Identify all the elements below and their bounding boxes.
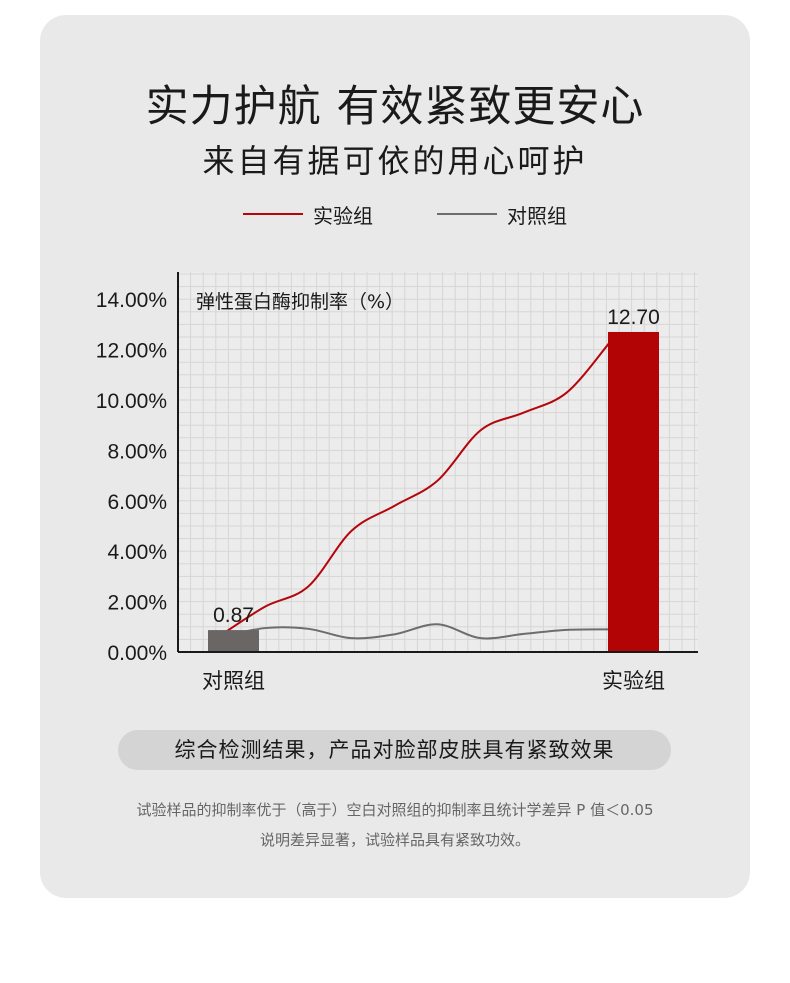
chart-curves (221, 341, 611, 640)
footnote-line-2: 说明差异显著，试验样品具有紧致功效。 (259, 831, 530, 849)
legend-item-control: 对照组 (437, 200, 567, 228)
y-tick-label: 4.00% (107, 541, 167, 564)
y-tick-label: 6.00% (107, 491, 167, 514)
value-label-control: 0.87 (213, 604, 254, 627)
category-label-experiment: 实验组 (602, 669, 665, 693)
footnote-line-1: 试验样品的抑制率优于（高于）空白对照组的抑制率且统计学差异 P 值＜0.05 (136, 801, 654, 819)
page-subtitle: 来自有据可依的用心呵护 (202, 142, 588, 180)
legend-line-experiment (243, 213, 303, 215)
chart-title: 弹性蛋白酶抑制率（%） (196, 291, 404, 313)
chart-labels: 0.87 对照组 12.70 实验组 0.00% 2.00% 4.00% 6.00% 8.00%… (96, 289, 665, 693)
legend-label-experiment: 实验组 (313, 203, 373, 228)
legend-item-experiment: 实验组 (243, 200, 373, 228)
legend-line-control (437, 213, 497, 215)
bar-control (208, 630, 259, 652)
legend-label-control: 对照组 (507, 203, 567, 228)
y-tick-label: 8.00% (107, 440, 167, 463)
y-tick-label: 0.00% (107, 642, 167, 665)
page-title: 实力护航 有效紧致更安心 (145, 82, 645, 132)
chart-bars (208, 331, 659, 652)
curve-experiment (221, 341, 611, 636)
y-tick-label: 14.00% (96, 289, 167, 312)
chart-axes (177, 272, 698, 653)
y-tick-label: 2.00% (107, 592, 167, 615)
y-tick-label: 12.00% (96, 340, 167, 363)
value-label-experiment: 12.70 (607, 306, 660, 329)
curve-control (221, 623, 611, 640)
y-tick-label: 10.00% (96, 390, 167, 413)
summary-badge: 综合检测结果，产品对脸部皮肤具有紧致效果 (118, 730, 671, 770)
bar-experiment (608, 331, 659, 652)
category-label-control: 对照组 (202, 669, 265, 693)
